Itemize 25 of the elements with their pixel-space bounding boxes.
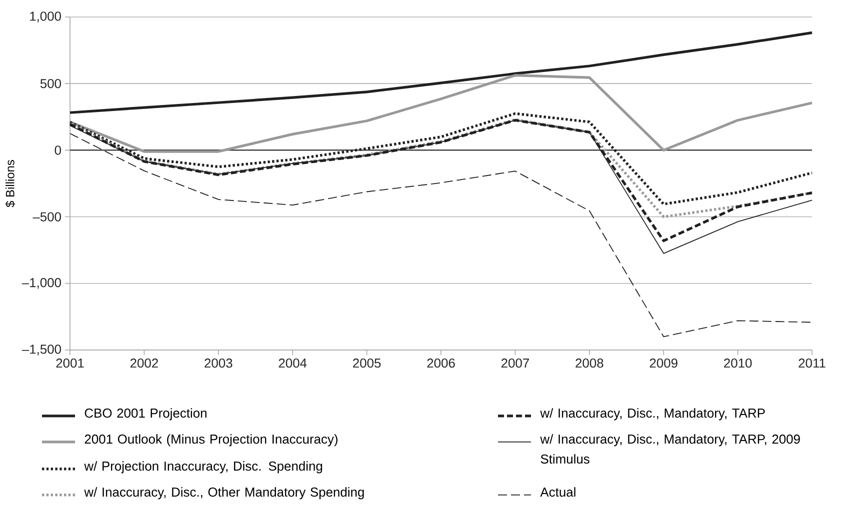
- x-tick-label: 2010: [724, 358, 752, 368]
- legend-label: w/ Inaccuracy, Disc., Other Mandatory Spending: [84, 487, 364, 500]
- legend-label: 2001 Outlook (Minus Projection Inaccuracy): [84, 434, 338, 446]
- x-tick-label: 2002: [130, 358, 158, 368]
- legend-label: w/ Inaccuracy, Disc., Mandatory, TARP, 2009 Stimulus: [540, 434, 800, 464]
- y-tick-label: –1,500: [22, 344, 61, 356]
- y-tick-label: 500: [40, 78, 61, 88]
- y-tick-label: 0: [54, 146, 61, 155]
- legend-label: w/ Inaccuracy, Disc., Mandatory, TARP: [540, 408, 765, 420]
- y-tick-label: 1,000: [30, 12, 61, 22]
- legend-label: w/ Projection Inaccuracy, Disc. Spending: [84, 461, 322, 474]
- x-tick-label: 2001: [56, 358, 84, 368]
- x-tick-label: 2005: [353, 358, 381, 368]
- y-axis-title: $ Billions: [5, 160, 16, 208]
- x-tick-label: 2011: [798, 358, 826, 368]
- legend-label: CBO 2001 Projection: [84, 408, 206, 420]
- x-tick-label: 2007: [501, 358, 529, 368]
- y-tick-label: –1,000: [22, 278, 61, 289]
- x-tick-label: 2008: [576, 358, 604, 368]
- x-tick-label: 2003: [204, 358, 232, 368]
- x-tick-label: 2009: [650, 358, 678, 368]
- legend-label: Actual: [540, 487, 576, 497]
- x-tick-label: 2004: [278, 358, 307, 368]
- x-tick-label: 2006: [427, 358, 455, 368]
- y-tick-label: –500: [32, 212, 61, 222]
